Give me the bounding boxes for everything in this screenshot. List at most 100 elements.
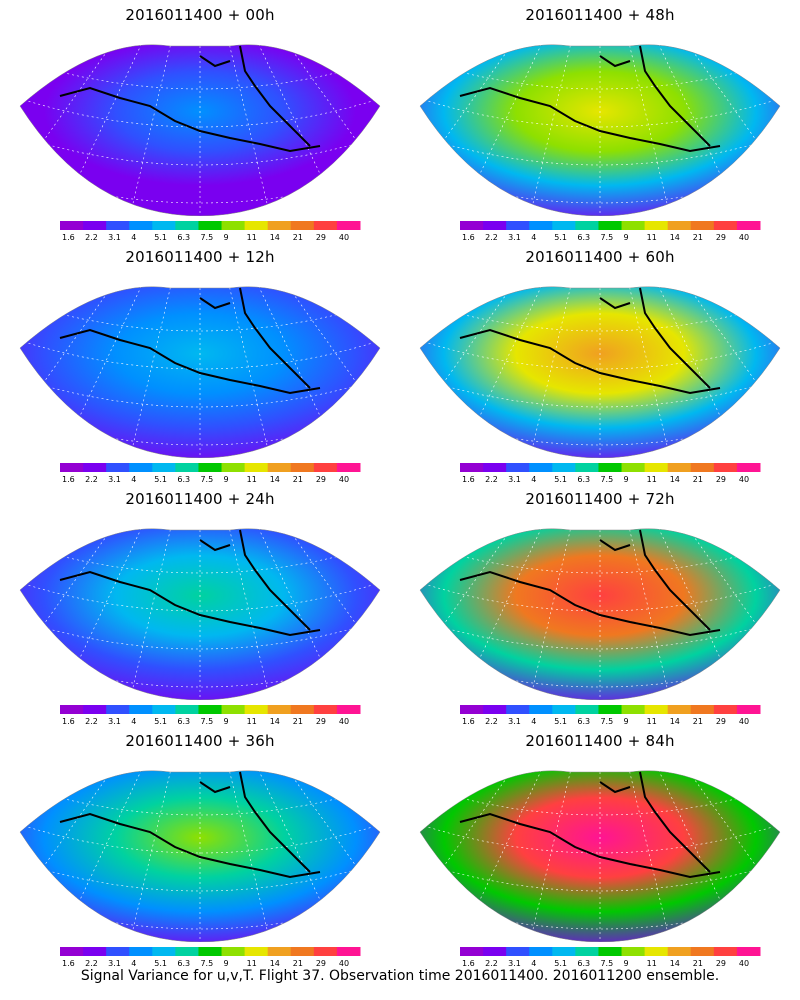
colorbar-swatch (529, 705, 553, 714)
colorbar-tick-label: 40 (339, 959, 349, 968)
colorbar-tick-label: 6.3 (577, 717, 590, 726)
colorbar-tick-label: 11 (647, 233, 657, 242)
colorbar-tick-label: 6.3 (577, 233, 590, 242)
colorbar-tick-label: 5.1 (554, 717, 567, 726)
map-panel: 2016011400 + 72h 1.6 2.2 3.1 4 5.1 6.3 7.5 9 11 14… (400, 484, 800, 734)
colorbar-tick-label: 21 (293, 959, 303, 968)
colorbar-swatch (644, 705, 669, 714)
colorbar-tick-label: 11 (247, 717, 257, 726)
colorbar-tick-label: 40 (739, 475, 749, 484)
colorbar: 1.6 2.2 3.1 4 5.1 6.3 7.5 9 11 14 21 29 40 (60, 705, 361, 726)
colorbar-tick-label: 40 (339, 233, 349, 242)
colorbar-tick-label: 11 (647, 959, 657, 968)
colorbar-tick-label: 4 (131, 959, 136, 968)
colorbar-swatch (713, 221, 738, 230)
map-panel: 2016011400 + 12h 1.6 2.2 3.1 4 5.1 6.3 7.5 9 11 14… (0, 242, 400, 492)
latitude-line (420, 855, 780, 892)
colorbar-tick-label: 7.5 (200, 717, 213, 726)
colorbar-swatch (713, 705, 738, 714)
colorbar-tick-label: 29 (716, 717, 726, 726)
latitude-line (420, 129, 780, 166)
colorbar-tick-label: 6.3 (177, 959, 190, 968)
colorbar-swatch (290, 947, 315, 956)
colorbar-tick-label: 11 (647, 717, 657, 726)
colorbar-swatch (313, 705, 338, 714)
map-boundary (419, 528, 781, 700)
variance-map (19, 528, 381, 700)
colorbar: 1.6 2.2 3.1 4 5.1 6.3 7.5 9 11 14 21 29 40 (60, 221, 361, 242)
colorbar-tick-label: 3.1 (508, 959, 521, 968)
map-boundary (419, 770, 781, 942)
colorbar-swatch (644, 947, 669, 956)
colorbar-tick-label: 21 (693, 959, 703, 968)
colorbar-swatch (129, 221, 153, 230)
colorbar-tick-label: 40 (339, 717, 349, 726)
colorbar-tick-label: 4 (531, 717, 536, 726)
latitude-line (420, 613, 780, 650)
colorbar-tick-label: 3.1 (508, 475, 521, 484)
longitude-line (674, 528, 780, 700)
colorbar-tick-label: 1.6 (462, 475, 475, 484)
colorbar-swatch (175, 947, 199, 956)
colorbar-swatch (106, 705, 130, 714)
colorbar-swatch (198, 463, 223, 472)
colorbar-swatch (336, 221, 361, 230)
colorbar-swatch (106, 947, 130, 956)
colorbar-swatch (529, 947, 553, 956)
colorbar-swatch (244, 221, 269, 230)
colorbar-swatch (60, 221, 84, 230)
colorbar-tick-label: 4 (531, 233, 536, 242)
colorbar-tick-label: 21 (693, 717, 703, 726)
colorbar-tick-label: 1.6 (62, 233, 75, 242)
colorbar-tick-label: 40 (739, 959, 749, 968)
coastline (59, 771, 321, 879)
colorbar-swatch (713, 947, 738, 956)
colorbar-swatch (460, 947, 484, 956)
colorbar-tick-label: 5.1 (154, 475, 167, 484)
panel-title: 2016011400 + 36h (125, 732, 275, 750)
colorbar-tick-label: 7.5 (600, 959, 613, 968)
colorbar: 1.6 2.2 3.1 4 5.1 6.3 7.5 9 11 14 21 29 40 (60, 463, 361, 484)
colorbar-swatch (244, 947, 269, 956)
colorbar-swatch (221, 221, 246, 230)
colorbar: 1.6 2.2 3.1 4 5.1 6.3 7.5 9 11 14 21 29 40 (460, 705, 761, 726)
colorbar-swatch (598, 705, 623, 714)
latitude-line (420, 333, 780, 370)
colorbar-swatch (667, 221, 692, 230)
colorbar-swatch (267, 705, 292, 714)
colorbar-tick-label: 14 (270, 233, 280, 242)
colorbar-swatch (152, 947, 176, 956)
colorbar-tick-label: 7.5 (200, 233, 213, 242)
colorbar-swatch (152, 221, 176, 230)
colorbar-tick-label: 11 (247, 233, 257, 242)
colorbar-tick-label: 2.2 (485, 233, 498, 242)
latitude-line (20, 129, 380, 166)
colorbar-tick-label: 40 (739, 233, 749, 242)
colorbar-swatch (667, 705, 692, 714)
colorbar-swatch (621, 947, 646, 956)
colorbar-tick-label: 5.1 (554, 233, 567, 242)
map-panel: 2016011400 + 60h 1.6 2.2 3.1 4 5.1 6.3 7.5 9 11 14… (400, 242, 800, 492)
colorbar-tick-label: 5.1 (154, 233, 167, 242)
colorbar-tick-label: 6.3 (177, 475, 190, 484)
colorbar-swatch (621, 705, 646, 714)
longitude-line (674, 286, 780, 458)
colorbar-swatch (106, 463, 130, 472)
latitude-line (20, 855, 380, 892)
colorbar-swatch (83, 947, 107, 956)
variance-map (19, 770, 381, 942)
colorbar-swatch (690, 221, 715, 230)
latitude-line (20, 817, 380, 854)
longitude-line (274, 770, 380, 942)
colorbar-swatch (460, 705, 484, 714)
colorbar-swatch (506, 463, 530, 472)
colorbar-swatch (129, 463, 153, 472)
colorbar-swatch (313, 463, 338, 472)
colorbar-swatch (483, 463, 507, 472)
longitude-line (420, 528, 526, 700)
colorbar-tick-label: 21 (693, 475, 703, 484)
latitude-line (20, 371, 380, 408)
colorbar-swatch (221, 705, 246, 714)
map-panel: 2016011400 + 84h 1.6 2.2 3.1 4 5.1 6.3 7.5 9 11 14… (400, 726, 800, 976)
colorbar-swatch (129, 705, 153, 714)
